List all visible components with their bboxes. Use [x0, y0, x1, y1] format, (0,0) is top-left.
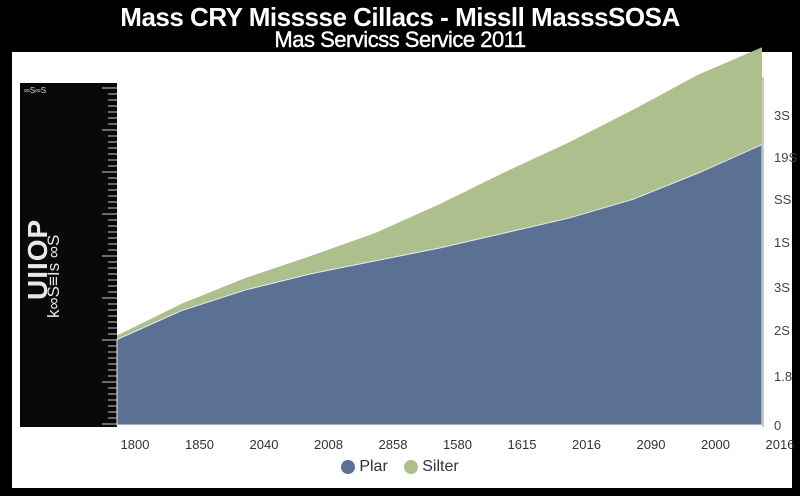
y-tick-label-right: 2S [774, 323, 790, 338]
y-tick-label-right: 3S [774, 280, 790, 295]
chart-title: Mass CRY Misssse Cillacs - Missll MasssS… [120, 2, 680, 32]
x-tick-label: 2090 [637, 437, 666, 452]
x-tick-label: 1850 [185, 437, 214, 452]
y-tick-label-right: 0 [774, 418, 781, 433]
x-tick-label: 2040 [250, 437, 279, 452]
y-tick-label-right: 19S [774, 150, 797, 165]
legend: Plar Silter [0, 458, 800, 479]
area-plar [116, 143, 763, 426]
left-axis-rail [20, 83, 117, 427]
rail-label: ∞S∞S [24, 86, 47, 95]
chart-subtitle: Mas Servicss Service 2011 [274, 27, 526, 52]
legend-label-silter: Silter [422, 458, 459, 475]
x-tick-label: 2858 [379, 437, 408, 452]
legend-item-plar: Plar [341, 458, 388, 476]
x-tick-label: 2000 [701, 437, 730, 452]
x-tick-label: 2016 [766, 437, 795, 452]
y-tick-label-right: 1S [774, 235, 790, 250]
legend-swatch-plar [341, 460, 356, 474]
x-tick-label: 1615 [508, 437, 537, 452]
legend-item-silter: Silter [404, 458, 459, 476]
legend-label-plar: Plar [359, 458, 388, 475]
x-tick-label: 1800 [121, 437, 150, 452]
y-tick-label-right: 3S [774, 108, 790, 123]
x-tick-label: 2016 [572, 437, 601, 452]
y-tick-label-right: SS [774, 192, 792, 207]
y-tick-label-right: 1.8 [774, 369, 792, 384]
legend-swatch-silter [404, 460, 419, 474]
x-tick-label: 2008 [314, 437, 343, 452]
x-tick-label: 1580 [443, 437, 472, 452]
